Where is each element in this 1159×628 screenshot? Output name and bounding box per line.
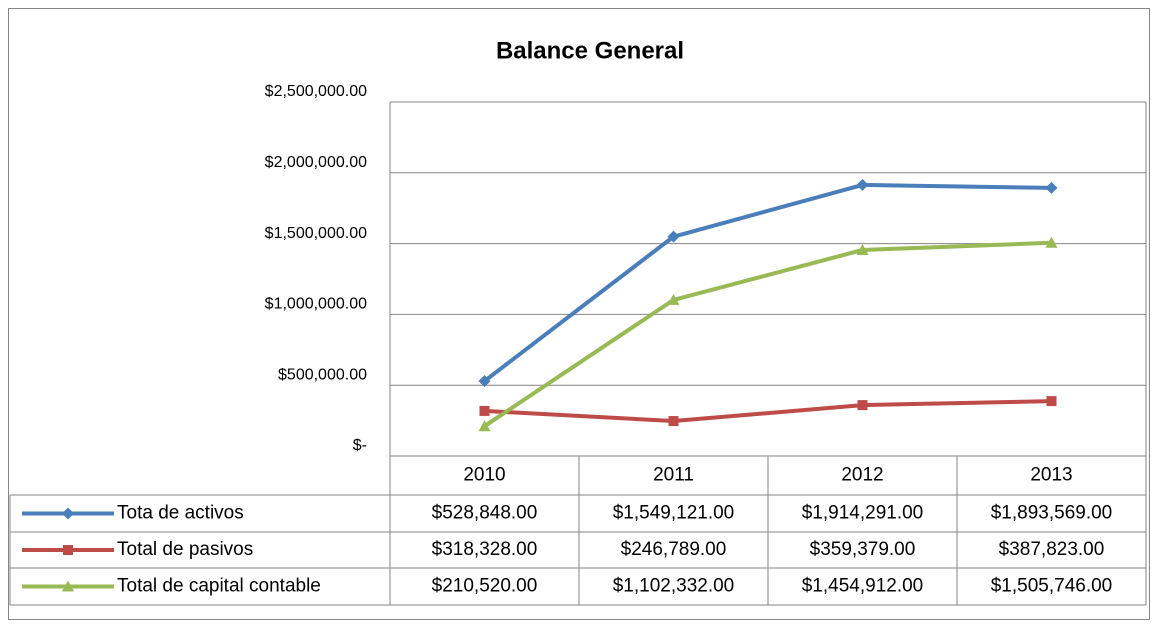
x-tick-label: 2013 bbox=[1030, 465, 1072, 486]
table-value: $210,520.00 bbox=[432, 576, 538, 597]
y-tick-label: $1,500,000.00 bbox=[265, 225, 367, 242]
legend-label: Tota de activos bbox=[117, 503, 244, 524]
table-value: $1,454,912.00 bbox=[802, 576, 924, 597]
y-tick-label: $2,000,000.00 bbox=[265, 154, 367, 171]
marker bbox=[668, 416, 679, 427]
table-value: $1,549,121.00 bbox=[613, 503, 735, 524]
legend-key-marker bbox=[63, 545, 73, 555]
marker bbox=[667, 230, 680, 243]
series-line bbox=[483, 240, 1052, 428]
legend-label: Total de capital contable bbox=[117, 576, 321, 597]
x-tick-label: 2010 bbox=[463, 465, 505, 486]
x-tick-label: 2011 bbox=[653, 465, 694, 486]
table-value: $387,823.00 bbox=[999, 539, 1105, 560]
table-value: $1,102,332.00 bbox=[613, 576, 735, 597]
marker bbox=[478, 420, 491, 432]
y-tick-label: $500,000.00 bbox=[278, 366, 367, 383]
series-line bbox=[484, 399, 1052, 424]
table-value: $359,379.00 bbox=[810, 539, 916, 560]
x-tick-label: 2012 bbox=[841, 465, 883, 486]
table-value: $528,848.00 bbox=[432, 503, 538, 524]
table-value: $1,914,291.00 bbox=[802, 503, 924, 524]
marker bbox=[1045, 236, 1058, 248]
marker bbox=[478, 375, 491, 388]
marker bbox=[1046, 396, 1057, 407]
table-value: $1,505,746.00 bbox=[991, 576, 1113, 597]
marker bbox=[1045, 181, 1058, 194]
marker bbox=[479, 405, 490, 416]
legend-key-marker bbox=[62, 580, 74, 592]
legend-label: Total de pasivos bbox=[117, 539, 253, 560]
marker bbox=[856, 243, 869, 255]
table-value: $246,789.00 bbox=[621, 539, 727, 560]
legend-key-marker bbox=[62, 507, 74, 520]
marker bbox=[667, 293, 680, 305]
marker bbox=[856, 178, 869, 191]
y-tick-label: $1,000,000.00 bbox=[265, 296, 367, 313]
table-value: $1,893,569.00 bbox=[991, 503, 1113, 524]
y-tick-label: $2,500,000.00 bbox=[265, 83, 367, 100]
series-line bbox=[483, 182, 1052, 383]
chart-title: Balance General bbox=[496, 37, 684, 64]
y-tick-label: $- bbox=[353, 437, 367, 454]
marker bbox=[857, 400, 868, 411]
table-value: $318,328.00 bbox=[432, 539, 538, 560]
